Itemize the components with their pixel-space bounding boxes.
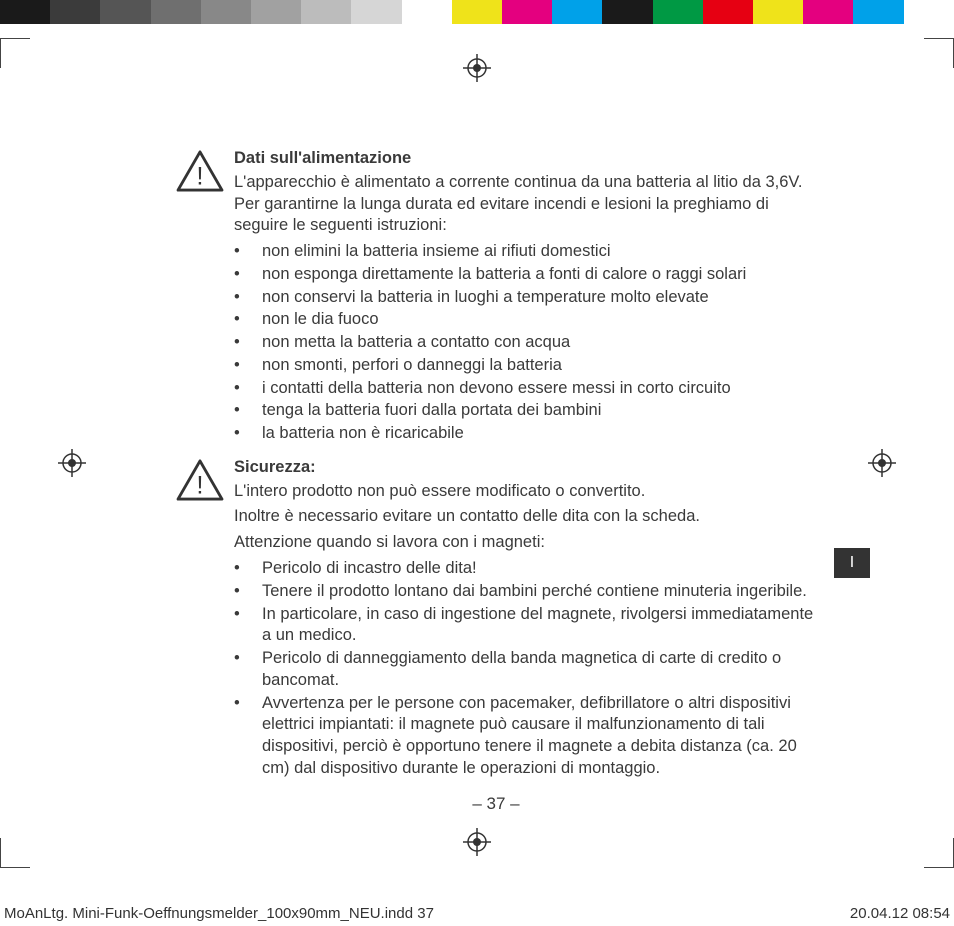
list-item: •non metta la batteria a contatto con ac…	[234, 332, 816, 354]
list-item: •non conservi la batteria in luoghi a te…	[234, 287, 816, 309]
svg-text:!: !	[197, 472, 204, 499]
page-number: – 37 –	[176, 794, 816, 814]
list-item: •non smonti, perfori o danneggi la batte…	[234, 355, 816, 377]
section-2-subhead: Attenzione quando si lavora con i magnet…	[234, 532, 816, 554]
crop-mark-top-right	[924, 38, 954, 68]
list-item: •non elimini la batteria insieme ai rifi…	[234, 241, 816, 263]
section-2-text: Sicurezza: L'intero prodotto non può ess…	[234, 457, 816, 786]
list-item: •non esponga direttamente la batteria a …	[234, 264, 816, 286]
section-1-heading: Dati sull'alimentazione	[234, 148, 816, 170]
registration-mark-left	[58, 449, 86, 477]
language-tab: I	[834, 548, 870, 578]
section-1-text: Dati sull'alimentazione L'apparecchio è …	[234, 148, 816, 451]
crop-mark-bottom-left	[0, 838, 30, 868]
warning-icon: !	[176, 148, 234, 451]
section-safety: ! Sicurezza: L'intero prodotto non può e…	[176, 457, 816, 786]
list-item: •i contatti della batteria non devono es…	[234, 378, 816, 400]
list-item: •Pericolo di danneggiamento della banda …	[234, 648, 816, 692]
list-item: •non le dia fuoco	[234, 309, 816, 331]
footer: MoAnLtg. Mini-Funk-Oeffnungsmelder_100x9…	[0, 905, 954, 922]
section-power-data: ! Dati sull'alimentazione L'apparecchio …	[176, 148, 816, 451]
crop-mark-top-left	[0, 38, 30, 68]
section-2-intro2: Inoltre è necessario evitare un contatto…	[234, 506, 816, 528]
footer-file-info: MoAnLtg. Mini-Funk-Oeffnungsmelder_100x9…	[4, 905, 434, 922]
list-item: •tenga la batteria fuori dalla portata d…	[234, 400, 816, 422]
document-body: ! Dati sull'alimentazione L'apparecchio …	[176, 148, 816, 814]
section-2-heading: Sicurezza:	[234, 457, 816, 479]
registration-mark-bottom	[463, 828, 491, 856]
list-item: •Pericolo di incastro delle dita!	[234, 558, 816, 580]
color-calibration-bar	[0, 0, 954, 24]
section-2-list: •Pericolo di incastro delle dita!•Tenere…	[234, 558, 816, 780]
list-item: •la batteria non è ricaricabile	[234, 423, 816, 445]
registration-mark-top	[463, 54, 491, 82]
footer-timestamp: 20.04.12 08:54	[850, 905, 950, 922]
svg-text:!: !	[197, 163, 204, 190]
section-2-intro1: L'intero prodotto non può essere modific…	[234, 481, 816, 503]
list-item: •Tenere il prodotto lontano dai bambini …	[234, 581, 816, 603]
crop-mark-bottom-right	[924, 838, 954, 868]
section-1-list: •non elimini la batteria insieme ai rifi…	[234, 241, 816, 445]
registration-mark-right	[868, 449, 896, 477]
list-item: •Avvertenza per le persone con pacemaker…	[234, 693, 816, 780]
section-1-intro: L'apparecchio è alimentato a corrente co…	[234, 172, 816, 237]
list-item: •In particolare, in caso di ingestione d…	[234, 604, 816, 648]
warning-icon: !	[176, 457, 234, 786]
